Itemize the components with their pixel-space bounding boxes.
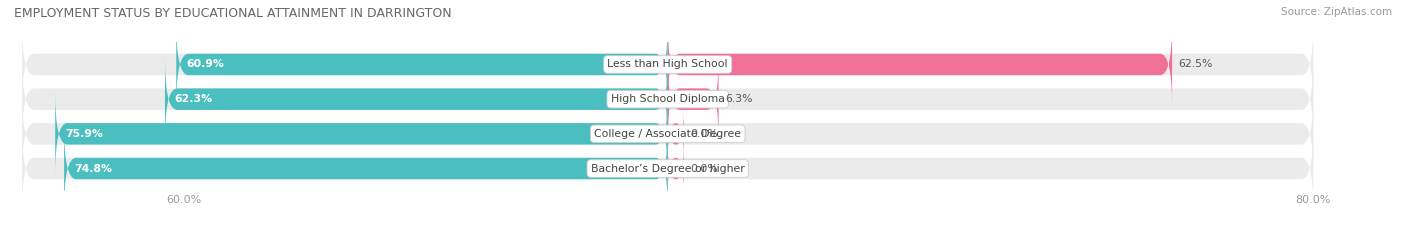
FancyBboxPatch shape [668,58,718,140]
Text: Bachelor’s Degree or higher: Bachelor’s Degree or higher [591,164,745,174]
Text: 0.0%: 0.0% [690,164,718,174]
FancyBboxPatch shape [55,93,668,175]
Text: 75.9%: 75.9% [65,129,103,139]
Text: 6.3%: 6.3% [725,94,752,104]
Text: 74.8%: 74.8% [73,164,112,174]
Text: Source: ZipAtlas.com: Source: ZipAtlas.com [1281,7,1392,17]
FancyBboxPatch shape [176,23,668,106]
Text: Less than High School: Less than High School [607,59,728,69]
Text: 62.3%: 62.3% [174,94,212,104]
Text: 0.0%: 0.0% [690,129,718,139]
FancyBboxPatch shape [65,127,668,210]
Text: EMPLOYMENT STATUS BY EDUCATIONAL ATTAINMENT IN DARRINGTON: EMPLOYMENT STATUS BY EDUCATIONAL ATTAINM… [14,7,451,20]
FancyBboxPatch shape [668,110,683,158]
Text: High School Diploma: High School Diploma [610,94,724,104]
Text: College / Associate Degree: College / Associate Degree [595,129,741,139]
FancyBboxPatch shape [165,58,668,140]
Text: 60.9%: 60.9% [186,59,224,69]
FancyBboxPatch shape [22,127,1313,210]
FancyBboxPatch shape [22,58,1313,140]
Text: 62.5%: 62.5% [1178,59,1213,69]
FancyBboxPatch shape [22,23,1313,106]
FancyBboxPatch shape [668,145,683,192]
FancyBboxPatch shape [22,93,1313,175]
FancyBboxPatch shape [668,23,1173,106]
